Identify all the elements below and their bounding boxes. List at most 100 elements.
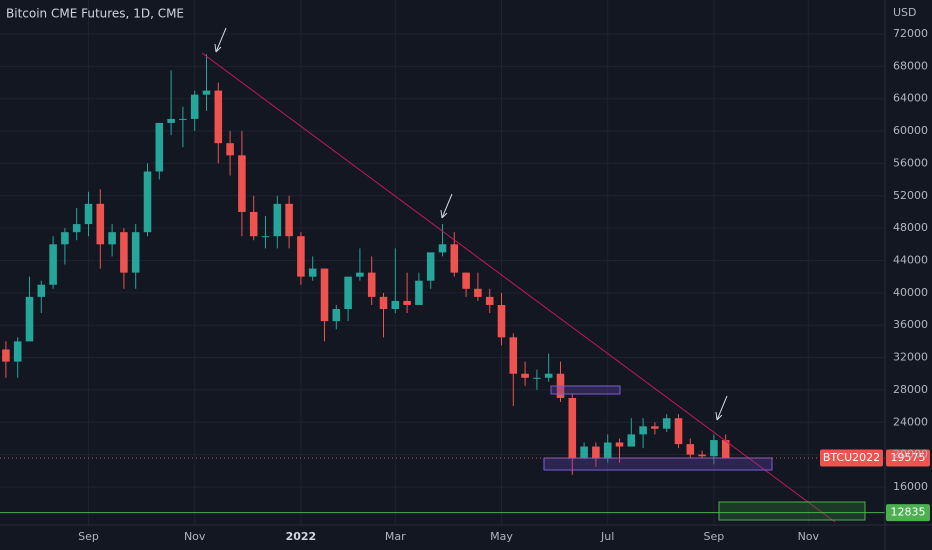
zone-box [543, 457, 773, 471]
candle-body [72, 224, 81, 233]
trend-line [201, 52, 836, 523]
candle-body [273, 203, 282, 237]
candle-body [131, 232, 140, 273]
candle-body [568, 397, 577, 459]
y-tick-label: 56000 [893, 156, 928, 169]
y-tick-label: 52000 [893, 189, 928, 202]
candle-body [603, 442, 612, 459]
candle-body [249, 211, 258, 237]
x-tick-label: May [490, 530, 513, 543]
x-tick-label: Sep [78, 530, 99, 543]
arrows [214, 27, 728, 421]
candle-body [698, 454, 706, 457]
candle-body [533, 377, 541, 379]
price-tag: 19575 [891, 451, 926, 464]
candle-body [639, 426, 647, 435]
candle-body [710, 440, 718, 457]
x-tick-label: Nov [184, 530, 206, 543]
candle-body [49, 244, 57, 285]
candle-body [297, 236, 305, 277]
candle-body [391, 300, 400, 310]
candle-body [379, 296, 388, 310]
symbol-tag-bg [820, 449, 883, 467]
candle-body [320, 268, 329, 322]
y-tick-label: 72000 [893, 27, 928, 40]
candle-body [167, 118, 175, 123]
candle-body [332, 309, 341, 322]
y-tick-label: 24000 [893, 415, 928, 428]
y-tick-label: 20000 [893, 448, 928, 461]
y-tick-label: 28000 [893, 383, 928, 396]
candles [2, 54, 730, 475]
candle-body [521, 373, 529, 378]
candle-body [190, 94, 199, 119]
candle-body [580, 446, 588, 459]
candle-body [84, 203, 93, 225]
candle-body [214, 90, 223, 144]
currency-label: USD [893, 6, 917, 19]
candle-body [686, 444, 695, 455]
y-tick-label: 60000 [893, 124, 928, 137]
alert-tag: 12835 [891, 506, 926, 519]
candle-body [721, 440, 730, 459]
candle-body [226, 143, 234, 156]
candle-body [13, 341, 22, 362]
candle-body [367, 272, 376, 297]
arrow [214, 27, 227, 53]
y-tick-label: 64000 [893, 92, 928, 105]
candle-body [344, 276, 352, 310]
candle-body [308, 268, 317, 277]
price-tag-bg [886, 449, 930, 467]
candle-body [285, 203, 293, 237]
y-tick-label: 16000 [893, 480, 928, 493]
y-tick-label: 36000 [893, 318, 928, 331]
chart-title: Bitcoin CME Futures, 1D, CME [6, 7, 184, 21]
candle-body [485, 296, 494, 305]
candle-body [415, 280, 423, 305]
y-tick-label: 44000 [893, 253, 928, 266]
candle-body [627, 434, 636, 447]
candle-body [403, 300, 411, 305]
candle-body [37, 284, 46, 297]
candle-body [674, 418, 683, 445]
candle-body [120, 232, 128, 273]
candle-body [462, 272, 470, 289]
candle-body [2, 349, 10, 362]
arrow [715, 395, 728, 421]
candle-body [179, 118, 187, 120]
candle-body [25, 296, 34, 342]
candle-body [615, 442, 624, 447]
x-tick-label: Nov [798, 530, 820, 543]
candle-body [438, 244, 447, 253]
candle-body [108, 232, 116, 245]
annotations [201, 27, 866, 523]
candle-body [96, 203, 105, 245]
arrow [440, 193, 453, 219]
x-tick-label: Mar [385, 530, 406, 543]
y-tick-label: 32000 [893, 351, 928, 364]
candle-body [592, 446, 600, 459]
y-tick-label: 40000 [893, 286, 928, 299]
candle-body [497, 304, 506, 338]
symbol-tag: BTCU2022 [823, 451, 880, 464]
axes: 16000 20000 24000 28000 32000 36000 40000 44000… [78, 27, 928, 543]
candle-body [155, 122, 164, 172]
candle-body [261, 236, 270, 238]
candle-body [202, 90, 211, 95]
candle-body [356, 272, 364, 277]
zone-box [550, 385, 621, 395]
candle-body [143, 171, 152, 233]
y-tick-label: 48000 [893, 221, 928, 234]
x-tick-label: Sep [704, 530, 725, 543]
candle-body [544, 373, 553, 378]
target-box [718, 501, 866, 521]
alert-tag-bg [886, 504, 930, 522]
candle-body [238, 155, 246, 212]
y-tick-label: 68000 [893, 59, 928, 72]
x-tick-label: Jul [600, 530, 614, 543]
x-tick-label: 2022 [286, 530, 317, 543]
candle-body [662, 418, 671, 429]
candle-body [474, 288, 482, 297]
candle-body [450, 244, 459, 273]
